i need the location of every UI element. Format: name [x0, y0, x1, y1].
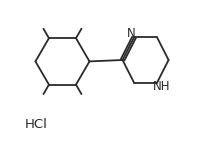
Text: HCl: HCl — [24, 118, 47, 131]
Text: NH: NH — [153, 80, 170, 93]
Text: N: N — [126, 27, 135, 40]
